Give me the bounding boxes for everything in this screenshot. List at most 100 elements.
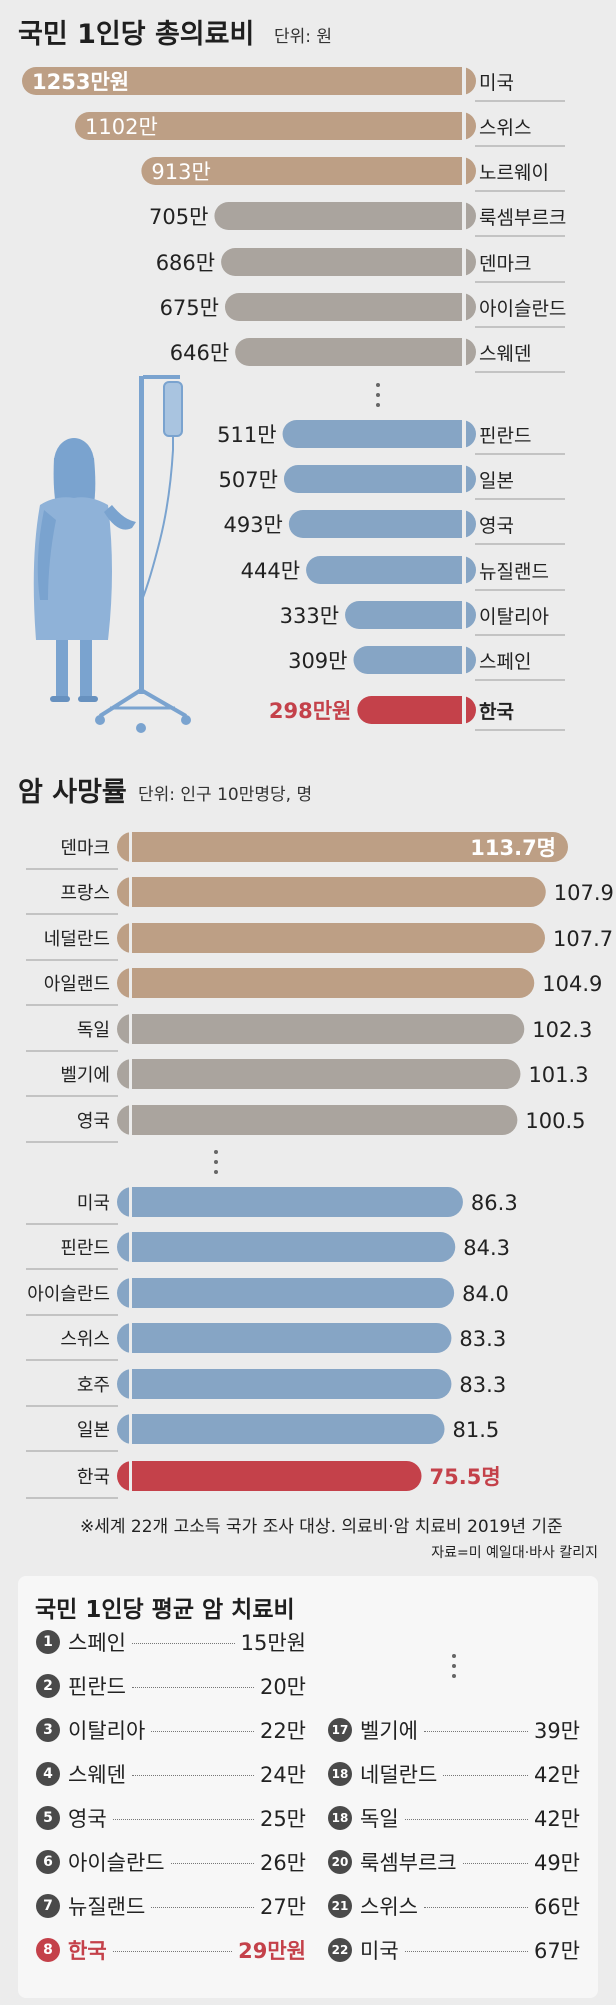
chart2-category-label: 호주 [77,1375,110,1396]
rank-value: 24만 [259,1763,306,1787]
rank-value: 42만 [533,1763,580,1787]
chart1-category-label: 이탈리아 [479,606,549,628]
chart1-bar [283,465,476,493]
rank-badge: 5 [36,1806,60,1830]
rank-value: 39만 [533,1719,580,1743]
chart1-bars: 1253만원 미국 1102만 스위스 913만 노르웨이 705만 룩셈부르크 686만 덴마크… [22,58,566,738]
chart1-value-label: 686만 [156,251,215,275]
chart2-value-label: 107.7 [553,927,613,951]
chart1-category-label: 스위스 [479,117,531,139]
chart2-category-label: 벨기에 [60,1065,110,1086]
chart1-bar [288,510,476,538]
rank-row: 18 네덜란드 42만 [328,1760,580,1790]
chart2-category-label: 영국 [77,1111,110,1132]
rank-row: 5 영국 25만 [36,1804,306,1834]
chart1-category-label: 미국 [479,72,514,94]
chart1-value-label: 1253만원 [32,70,129,94]
rank-row: 21 스위스 66만 [328,1892,580,1922]
iv-stand-patient-illustration [33,375,191,733]
chart1-value-label: 913만 [151,160,210,184]
leader-dots [405,1951,528,1952]
rank-badge: 20 [328,1850,352,1874]
rank-value: 25만 [259,1807,306,1831]
rank-country: 미국 [360,1939,399,1963]
chart2-bar [117,1014,525,1044]
chart2-bar [117,968,535,998]
chart2-bar [117,1232,456,1262]
chart1-bar [22,67,476,95]
chart2-category-label: 일본 [77,1420,110,1441]
rank-row: 2 핀란드 20만 [36,1672,306,1702]
rank-country: 스페인 [68,1631,126,1655]
rank-country: 아이슬란드 [68,1851,165,1875]
chart1-value-label: 511만 [217,423,276,447]
chart2-value-label: 107.9 [554,881,614,905]
chart2-category-label: 한국 [77,1467,110,1488]
chart1-category-label: 아이슬란드 [479,298,566,320]
chart2-gap-ellipsis-icon [214,1150,218,1174]
chart1-gap-ellipsis-icon [376,383,380,407]
rank-badge: 3 [36,1718,60,1742]
chart2-value-label: 84.0 [462,1282,509,1306]
chart2-bar [117,1414,445,1444]
chart2-bar [117,1187,463,1217]
chart2-category-label: 네덜란드 [44,929,110,950]
chart2-value-label: 75.5명 [430,1465,501,1489]
chart2-category-label: 아이슬란드 [27,1284,110,1305]
rank-country: 이탈리아 [68,1719,146,1743]
rank-country: 스위스 [360,1895,418,1919]
chart2-baseline [129,825,132,1500]
chart2-bar [117,1369,452,1399]
chart1-value-label: 298만원 [269,699,351,723]
leader-dots [463,1863,528,1864]
chart1-value-label: 705만 [149,205,208,229]
leader-dots [151,1907,254,1908]
chart2-bar [117,832,568,862]
footnote: ※세계 22개 고소득 국가 조사 대상. 의료비·암 치료비 2019년 기준 [80,1517,563,1537]
chart1-title: 국민 1인당 총의료비 [18,19,255,50]
chart2-category-label: 미국 [77,1193,110,1214]
chart1-baseline [462,58,466,738]
rank-badge: 22 [328,1938,352,1962]
chart2-bar [117,877,546,907]
rank-badge: 1 [36,1630,60,1654]
rank-row: 8 한국 29만원 [36,1936,306,1966]
leader-dots [424,1907,528,1908]
chart1-bar [282,420,476,448]
chart1-bar [353,646,476,674]
chart2-category-label: 아일랜드 [44,974,110,995]
chart1-category-label: 뉴질랜드 [479,561,549,583]
chart2-category-label: 프랑스 [60,883,110,904]
rank-country: 독일 [360,1807,399,1831]
rank-value: 22만 [259,1719,306,1743]
chart1-value-label: 1102만 [85,115,158,139]
rank-value: 27만 [259,1895,306,1919]
chart1-bar [306,556,476,584]
chart1-category-label: 스페인 [479,651,531,673]
leader-dots [424,1731,528,1732]
chart1-bar [75,112,476,140]
rank-value: 29만원 [238,1939,306,1963]
chart2-bar [117,923,545,953]
chart2-value-label: 81.5 [453,1418,500,1442]
leader-dots [151,1731,254,1732]
chart1-bar [345,601,476,629]
chart1-value-label: 493만 [223,513,282,537]
panel-title: 국민 1인당 평균 암 치료비 [35,1597,295,1623]
leader-dots [171,1863,254,1864]
rank-badge: 4 [36,1762,60,1786]
chart2-bars: 113.7명 덴마크 107.9 프랑스 107.7 네덜란드 104.9 아일랜드 102.3… [26,825,614,1500]
chart2-bar [117,1105,518,1135]
chart1-category-label: 덴마크 [479,253,531,275]
rank-row: 7 뉴질랜드 27만 [36,1892,306,1922]
rank-row: 17 벨기에 39만 [328,1716,580,1746]
rank-value: 66만 [533,1895,580,1919]
chart1-category-label: 한국 [479,701,514,723]
chart2-category-label: 덴마크 [60,838,110,859]
rank-country: 벨기에 [360,1719,418,1743]
chart2-value-label: 83.3 [459,1373,506,1397]
rank-badge: 18 [328,1806,352,1830]
chart1-bar [214,202,477,230]
chart2-bar [117,1323,452,1353]
leader-dots [443,1775,528,1776]
